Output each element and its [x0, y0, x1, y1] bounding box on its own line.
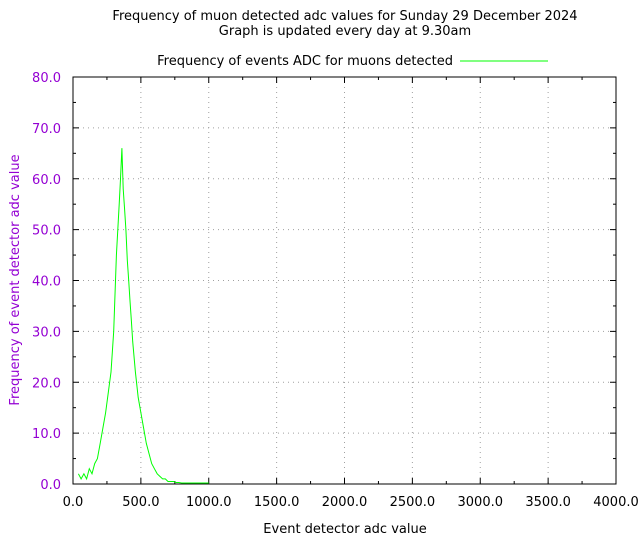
- grid: [73, 77, 616, 484]
- x-tick-label: 3000.0: [458, 495, 504, 510]
- y-tick-label: 0.0: [40, 478, 61, 493]
- x-tick-label: 2500.0: [390, 495, 436, 510]
- y-tick-label: 80.0: [32, 71, 61, 86]
- chart-title: Frequency of muon detected adc values fo…: [112, 9, 577, 24]
- x-tick-label: 500.0: [122, 495, 159, 510]
- x-tick-label: 2000.0: [322, 495, 368, 510]
- y-tick-label: 70.0: [32, 122, 61, 137]
- x-tick-label: 1500.0: [254, 495, 300, 510]
- x-axis-label: Event detector adc value: [263, 522, 426, 537]
- x-tick-label: 3500.0: [525, 495, 571, 510]
- y-tick-label: 60.0: [32, 173, 61, 188]
- series-layer: [77, 148, 209, 484]
- chart-subtitle: Graph is updated every day at 9.30am: [219, 24, 471, 39]
- axis-ticks: 0.0 500.0 1000.0 1500.0 2000.0 2500.0 3000.0 35…: [32, 71, 639, 510]
- x-tick-label: 1000.0: [186, 495, 232, 510]
- y-tick-label: 50.0: [32, 224, 61, 239]
- x-tick-label: 0.0: [63, 495, 84, 510]
- legend-label: Frequency of events ADC for muons detect…: [157, 54, 453, 69]
- series-line: [77, 148, 209, 484]
- x-tick-label: 4000.0: [593, 495, 639, 510]
- y-tick-label: 20.0: [32, 376, 61, 391]
- legend: Frequency of events ADC for muons detect…: [157, 54, 548, 69]
- plot-border: [72, 76, 617, 485]
- y-axis-label: Frequency of event detector adc value: [8, 154, 23, 405]
- y-tick-label: 30.0: [32, 325, 61, 340]
- y-tick-label: 40.0: [32, 275, 61, 290]
- y-tick-label: 10.0: [32, 427, 61, 442]
